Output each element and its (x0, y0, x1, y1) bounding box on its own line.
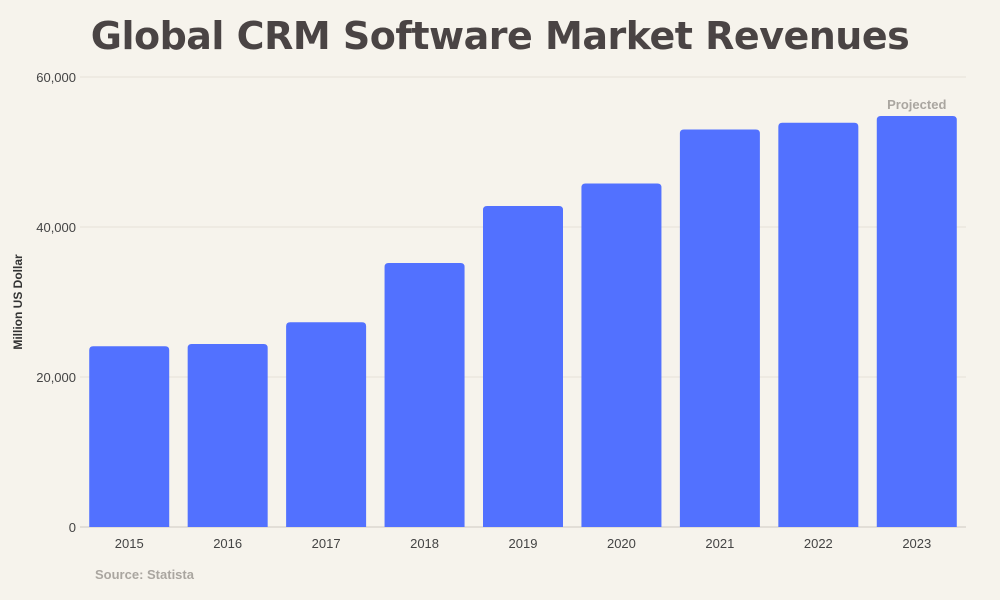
annotation-projected: Projected (887, 97, 946, 112)
y-tick-label: 0 (69, 520, 76, 535)
bar-2015 (89, 346, 170, 527)
x-tick-label: 2020 (607, 536, 636, 551)
y-tick-label: 60,000 (36, 70, 76, 85)
y-tick-label: 40,000 (36, 220, 76, 235)
bar-2018 (384, 263, 465, 527)
y-axis-label: Million US Dollar (11, 254, 25, 350)
bar-2020 (581, 183, 662, 527)
x-tick-label: 2016 (213, 536, 242, 551)
bar-2019 (483, 206, 563, 527)
chart-title: Global CRM Software Market Revenues (90, 14, 910, 58)
bar-2016 (187, 344, 268, 527)
x-tick-label: 2018 (410, 536, 439, 551)
x-tick-label: 2017 (312, 536, 341, 551)
y-tick-label: 20,000 (36, 370, 76, 385)
bar-2021 (679, 129, 760, 527)
x-tick-label: 2021 (705, 536, 734, 551)
source-note: Source: Statista (95, 567, 194, 582)
bar-2022 (778, 122, 859, 527)
x-tick-label: 2019 (509, 536, 538, 551)
bar-2017 (286, 322, 367, 527)
x-tick-label: 2015 (115, 536, 144, 551)
x-tick-label: 2022 (804, 536, 833, 551)
x-tick-label: 2023 (902, 536, 931, 551)
bar-2023 (876, 116, 957, 527)
